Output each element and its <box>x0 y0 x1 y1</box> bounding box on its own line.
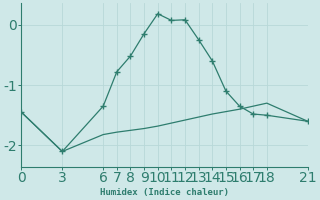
X-axis label: Humidex (Indice chaleur): Humidex (Indice chaleur) <box>100 188 229 197</box>
